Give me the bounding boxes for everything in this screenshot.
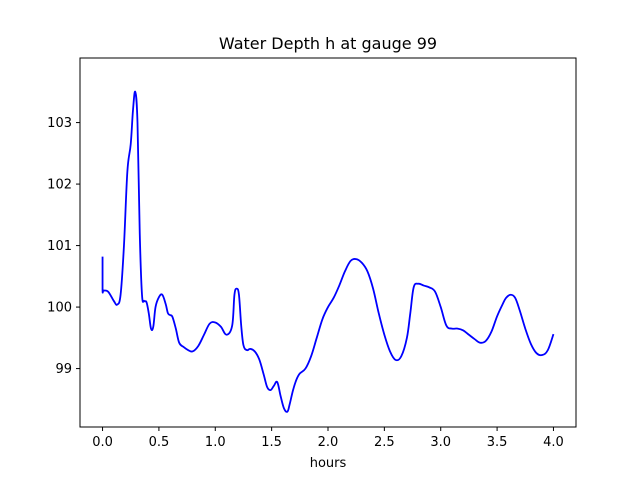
x-tick-label: 3.5 (487, 435, 508, 450)
chart-title: Water Depth h at gauge 99 (219, 34, 437, 53)
x-tick-label: 0.0 (92, 435, 113, 450)
y-tick-label: 102 (47, 178, 72, 193)
x-tick-label: 0.5 (149, 435, 170, 450)
x-tick-label: 2.0 (318, 435, 339, 450)
y-tick-label: 100 (47, 301, 72, 316)
series-line (101, 90, 555, 413)
x-tick-label: 1.0 (205, 435, 226, 450)
plot-frame (79, 57, 577, 428)
x-axis: 0.0 0.5 1.0 1.5 2.0 2.5 3.0 3.5 4.0 (92, 427, 564, 450)
x-tick-label: 1.5 (261, 435, 282, 450)
y-axis: 99 100 101 102 103 (47, 116, 80, 377)
y-tick-label: 101 (47, 239, 72, 254)
y-tick-label: 103 (47, 116, 72, 131)
x-axis-label: hours (310, 456, 347, 471)
x-tick-label: 2.5 (374, 435, 395, 450)
x-tick-label: 4.0 (543, 435, 564, 450)
y-tick-label: 99 (55, 362, 72, 377)
x-tick-label: 3.0 (430, 435, 451, 450)
